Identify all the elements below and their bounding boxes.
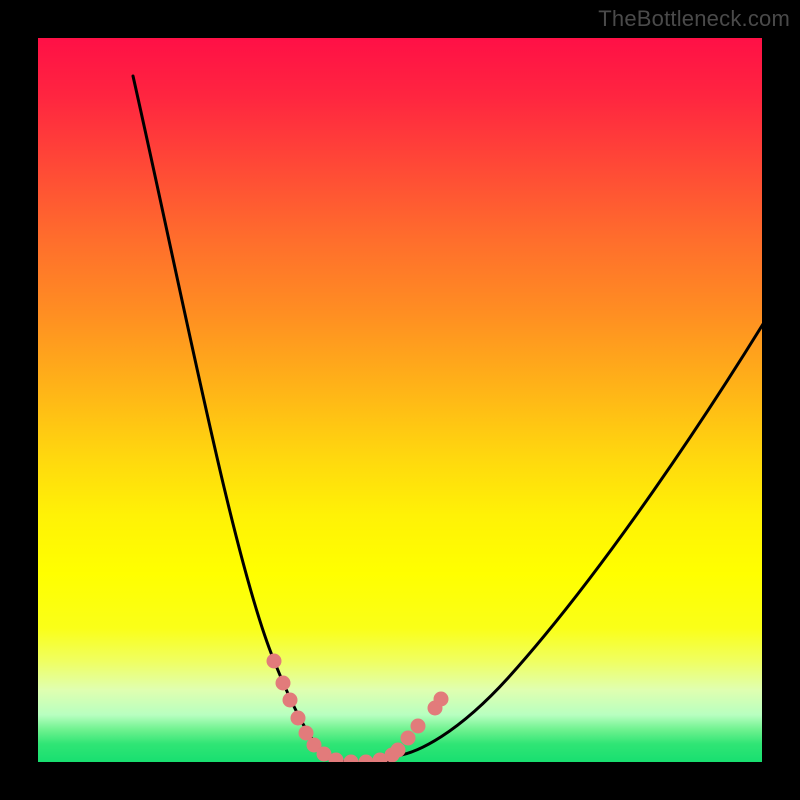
watermark-text: TheBottleneck.com [598, 6, 790, 32]
gradient-background [38, 38, 762, 762]
plot-area [38, 38, 762, 762]
chart-canvas: TheBottleneck.com [0, 0, 800, 800]
